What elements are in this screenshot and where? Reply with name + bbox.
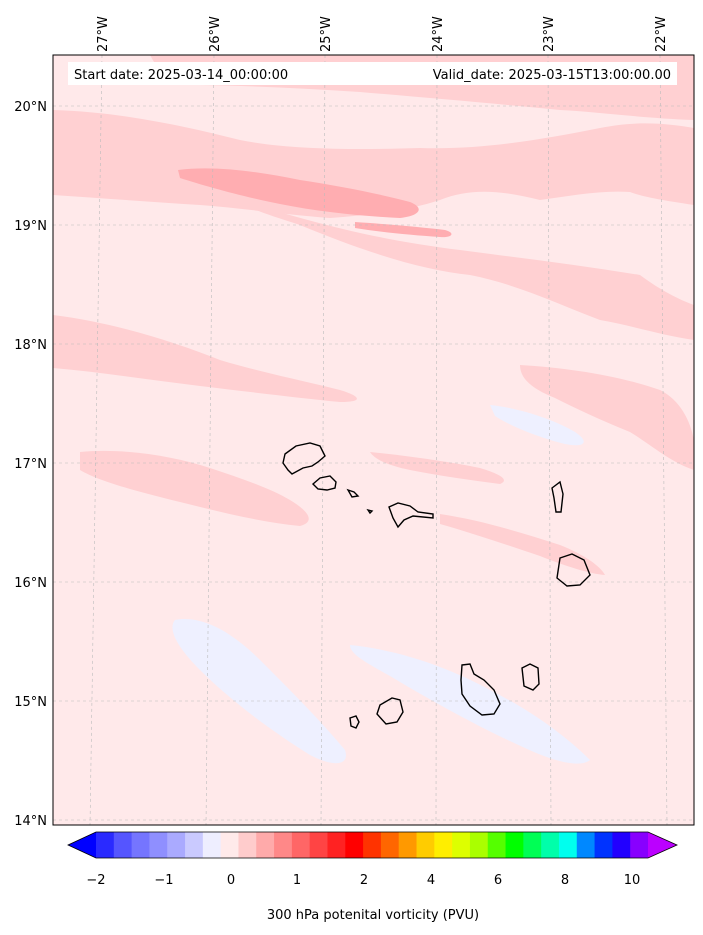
date-header-box <box>68 62 677 85</box>
pv-band-south <box>440 514 605 575</box>
lon-label: 23°W <box>542 16 557 52</box>
pv-band-west <box>80 450 309 526</box>
lat-label: 20°N <box>14 100 47 115</box>
colorbar-swatch <box>523 832 542 858</box>
colorbar-swatch <box>113 832 133 858</box>
colorbar <box>67 831 678 859</box>
colorbar-swatch <box>167 832 186 858</box>
colorbar-swatch <box>220 832 240 858</box>
valid-date: Valid_date: 2025-03-15T13:00:00.00 <box>433 68 671 83</box>
pv-negative-east <box>490 405 584 446</box>
colorbar-swatch <box>363 832 382 858</box>
coastlines <box>282 442 591 729</box>
pv-band-streak <box>240 200 694 340</box>
colorbar-swatch <box>469 832 489 858</box>
colorbar-extend-min <box>68 832 96 858</box>
colorbar-swatch <box>398 832 418 858</box>
island-brava <box>349 715 360 729</box>
colorbar-swatch <box>327 832 346 858</box>
colorbar-swatch <box>345 832 364 858</box>
island-santiago <box>460 663 501 716</box>
pv-band-east <box>520 365 694 470</box>
colorbar-tick-label: −2 <box>86 873 105 888</box>
colorbar-swatch <box>202 832 222 858</box>
colorbar-swatch <box>576 832 596 858</box>
pv-negative-west <box>172 619 346 764</box>
colorbar-swatch <box>309 832 329 858</box>
colorbar-swatch <box>487 832 507 858</box>
colorbar-swatch <box>416 832 435 858</box>
island-boa-vista <box>556 553 591 587</box>
map-area <box>53 55 694 825</box>
colorbar-swatch <box>505 832 524 858</box>
lat-label: 18°N <box>14 338 47 353</box>
lon-label: 24°W <box>431 16 446 52</box>
colorbar-tick-label: 10 <box>624 873 641 888</box>
longitude-labels: 27°W 26°W 25°W 24°W 23°W 22°W <box>96 16 669 52</box>
colorbar-swatch <box>291 832 311 858</box>
colorbar-tick-label: 1 <box>293 873 301 888</box>
graticule <box>53 55 694 825</box>
island-branco <box>366 508 374 515</box>
colorbar-tick-label: 4 <box>427 873 435 888</box>
colorbar-tick-label: 6 <box>494 873 502 888</box>
colorbar-tick-label: 8 <box>561 873 569 888</box>
island-santa-luzia <box>346 488 360 498</box>
colorbar-swatch <box>238 832 257 858</box>
lat-label: 19°N <box>14 219 47 234</box>
lon-label: 25°W <box>319 16 334 52</box>
colorbar-swatch <box>630 832 649 858</box>
colorbar-swatch <box>452 832 471 858</box>
island-sao-vicente <box>311 475 337 491</box>
colorbar-swatch <box>541 832 560 858</box>
colorbar-swatch <box>594 832 613 858</box>
colorbar-ticks: −2 −1 0 1 2 4 6 8 10 <box>86 873 640 888</box>
pv-core-streak <box>355 222 452 238</box>
colorbar-outline <box>67 831 678 859</box>
colorbar-swatch <box>256 832 275 858</box>
island-sal <box>551 480 564 513</box>
map-frame <box>52 54 695 826</box>
colorbar-swatch <box>185 832 204 858</box>
lat-label: 15°N <box>14 695 47 710</box>
start-date: Start date: 2025-03-14_00:00:00 <box>74 68 288 83</box>
colorbar-swatch <box>274 832 293 858</box>
lat-label: 14°N <box>14 814 47 829</box>
colorbar-title: 300 hPa potenital vorticity (PVU) <box>267 908 479 923</box>
lon-label: 26°W <box>208 16 223 52</box>
colorbar-swatch <box>434 832 453 858</box>
colorbar-swatch <box>149 832 168 858</box>
lon-label: 27°W <box>96 16 111 52</box>
colorbar-swatch <box>558 832 578 858</box>
pv-core <box>178 168 419 218</box>
pv-band-mid <box>53 315 357 402</box>
island-fogo <box>376 697 404 725</box>
pv-negative-center <box>350 645 590 764</box>
colorbar-tick-label: −1 <box>154 873 173 888</box>
island-sao-nicolau <box>388 502 434 529</box>
colorbar-tick-label: 2 <box>360 873 368 888</box>
lat-label: 17°N <box>14 457 47 472</box>
pv-band-upper <box>53 110 694 218</box>
pv-band-islands <box>370 452 504 484</box>
lat-label: 16°N <box>14 576 47 591</box>
lon-label: 22°W <box>654 16 669 52</box>
colorbar-extend-max <box>648 832 677 858</box>
colorbar-tick-label: 0 <box>227 873 235 888</box>
colorbar-swatch <box>380 832 400 858</box>
island-maio <box>521 663 540 691</box>
colorbar-swatch <box>131 832 151 858</box>
latitude-labels: 20°N 19°N 18°N 17°N 16°N 15°N 14°N <box>14 100 47 829</box>
colorbar-swatch <box>96 832 115 858</box>
island-santo-antao <box>282 442 326 475</box>
colorbar-swatch <box>612 832 631 858</box>
